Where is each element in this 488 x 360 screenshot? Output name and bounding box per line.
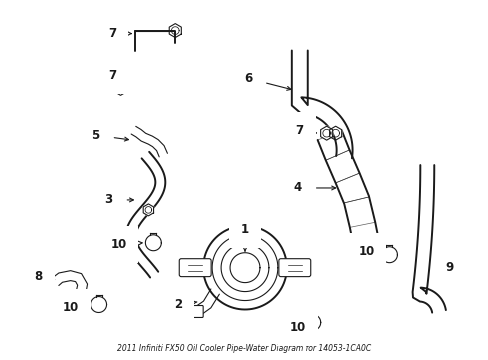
Polygon shape [169, 24, 181, 37]
Text: 3: 3 [104, 193, 133, 206]
Text: 6: 6 [244, 72, 290, 90]
Text: 1: 1 [241, 223, 248, 251]
Text: 2011 Infiniti FX50 Oil Cooler Pipe-Water Diagram for 14053-1CA0C: 2011 Infiniti FX50 Oil Cooler Pipe-Water… [117, 344, 370, 353]
FancyBboxPatch shape [179, 259, 211, 276]
Polygon shape [320, 126, 332, 140]
Text: 2: 2 [174, 298, 197, 311]
Text: 10: 10 [289, 321, 305, 334]
Polygon shape [329, 126, 341, 140]
Text: 4: 4 [293, 181, 335, 194]
Text: 5: 5 [91, 129, 128, 142]
Text: 7: 7 [108, 27, 131, 40]
Polygon shape [143, 204, 153, 216]
Text: 10: 10 [110, 238, 142, 251]
Text: 10: 10 [358, 245, 376, 258]
FancyBboxPatch shape [278, 259, 310, 276]
Polygon shape [114, 81, 126, 95]
Text: 10: 10 [62, 301, 84, 314]
FancyBboxPatch shape [189, 306, 203, 318]
Text: 7: 7 [295, 124, 316, 137]
Text: 7: 7 [108, 69, 116, 82]
Text: 8: 8 [35, 270, 55, 283]
Text: 9: 9 [437, 261, 452, 274]
